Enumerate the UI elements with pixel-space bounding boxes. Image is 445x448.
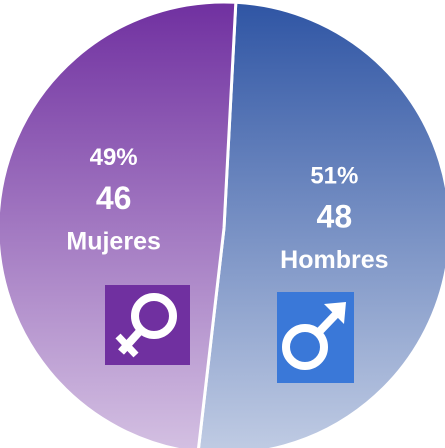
female-icon bbox=[105, 285, 190, 365]
slice-percent: 49% bbox=[90, 144, 138, 171]
slice-count: 46 bbox=[96, 180, 132, 216]
slice-category: Mujeres bbox=[66, 227, 160, 255]
pie-slice bbox=[197, 0, 445, 448]
slice-count: 48 bbox=[317, 199, 353, 235]
slice-category: Hombres bbox=[280, 246, 388, 274]
male-icon bbox=[277, 292, 354, 383]
slice-percent: 51% bbox=[310, 163, 358, 190]
pie-slice bbox=[0, 0, 238, 448]
